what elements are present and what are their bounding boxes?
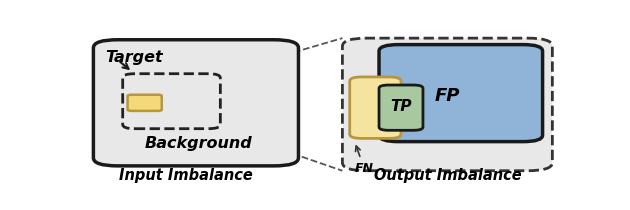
Text: Input Imbalance: Input Imbalance — [119, 168, 253, 183]
Text: Output Imbalance: Output Imbalance — [374, 168, 521, 183]
Text: Target: Target — [106, 50, 163, 65]
FancyBboxPatch shape — [350, 77, 401, 138]
Text: FN: FN — [355, 146, 374, 175]
Text: Background: Background — [145, 136, 253, 151]
Text: TP: TP — [390, 99, 412, 114]
FancyBboxPatch shape — [93, 40, 299, 166]
FancyBboxPatch shape — [127, 95, 162, 111]
FancyBboxPatch shape — [379, 85, 423, 130]
Text: FP: FP — [435, 87, 460, 105]
FancyBboxPatch shape — [343, 38, 553, 171]
FancyBboxPatch shape — [379, 45, 542, 142]
